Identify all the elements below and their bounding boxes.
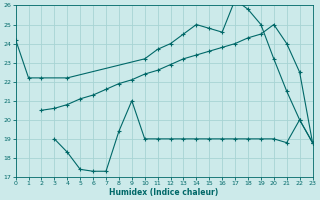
X-axis label: Humidex (Indice chaleur): Humidex (Indice chaleur) xyxy=(109,188,219,197)
